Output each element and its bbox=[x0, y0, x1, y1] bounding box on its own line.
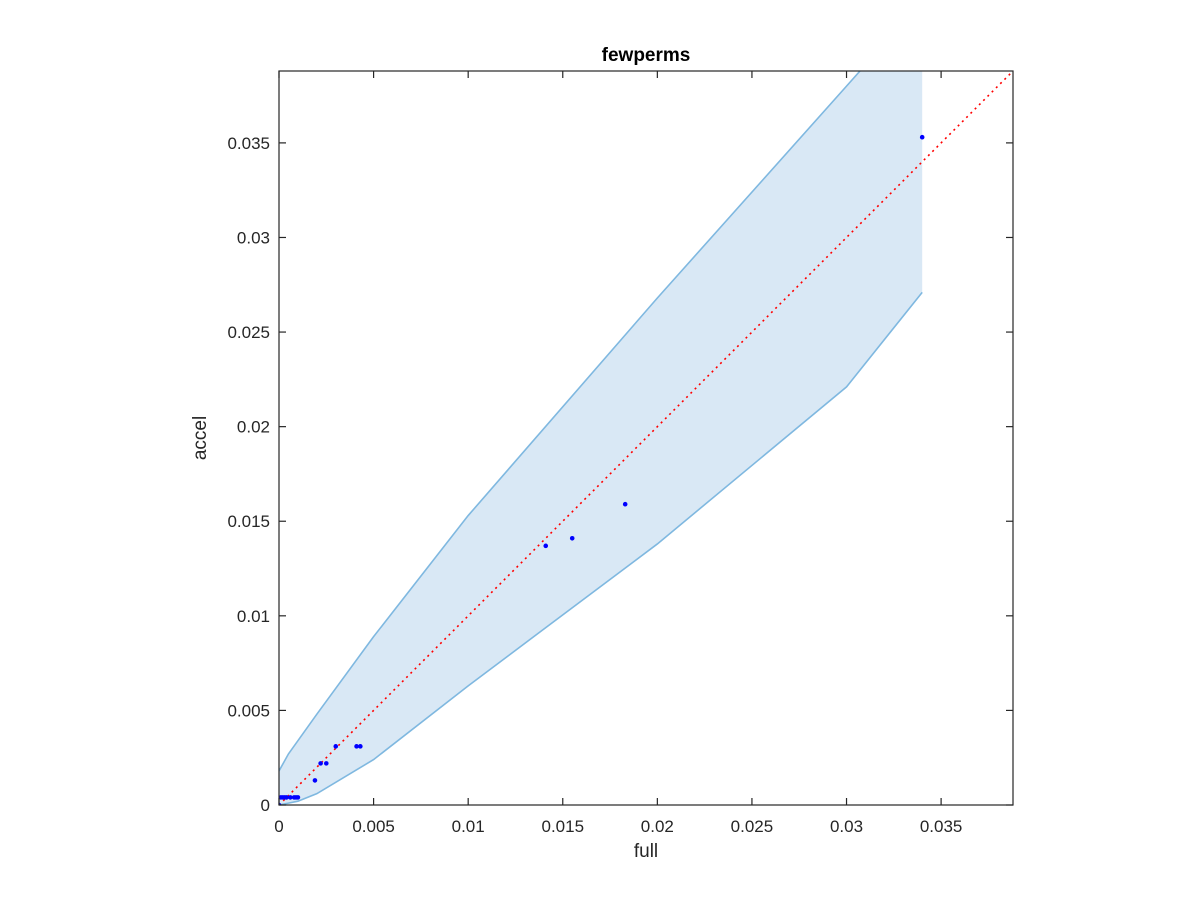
data-point bbox=[333, 744, 338, 749]
data-point bbox=[543, 544, 548, 549]
data-point bbox=[318, 761, 323, 766]
data-point bbox=[570, 536, 575, 541]
x-tick-label: 0.02 bbox=[641, 817, 674, 836]
x-tick-label: 0.005 bbox=[352, 817, 395, 836]
data-point bbox=[623, 502, 628, 507]
x-tick-label: 0.015 bbox=[541, 817, 584, 836]
y-tick-label: 0.005 bbox=[227, 701, 270, 720]
y-axis-label: accel bbox=[190, 416, 211, 460]
x-tick-label: 0 bbox=[274, 817, 283, 836]
y-tick-label: 0.035 bbox=[227, 134, 270, 153]
x-tick-label: 0.01 bbox=[452, 817, 485, 836]
data-point bbox=[313, 778, 318, 783]
x-axis-label: full bbox=[634, 841, 658, 862]
y-tick-label: 0.025 bbox=[227, 323, 270, 342]
y-tick-label: 0.03 bbox=[237, 228, 270, 247]
data-point bbox=[358, 744, 363, 749]
y-tick-label: 0.015 bbox=[227, 512, 270, 531]
x-tick-label: 0.035 bbox=[920, 817, 963, 836]
x-tick-label: 0.025 bbox=[731, 817, 774, 836]
chart-title: fewperms bbox=[602, 45, 691, 66]
y-tick-label: 0 bbox=[261, 796, 270, 815]
data-point bbox=[324, 761, 329, 766]
y-tick-label: 0.02 bbox=[237, 418, 270, 437]
data-point bbox=[296, 795, 301, 800]
data-point bbox=[920, 135, 925, 140]
y-tick-label: 0.01 bbox=[237, 607, 270, 626]
x-tick-label: 0.03 bbox=[830, 817, 863, 836]
